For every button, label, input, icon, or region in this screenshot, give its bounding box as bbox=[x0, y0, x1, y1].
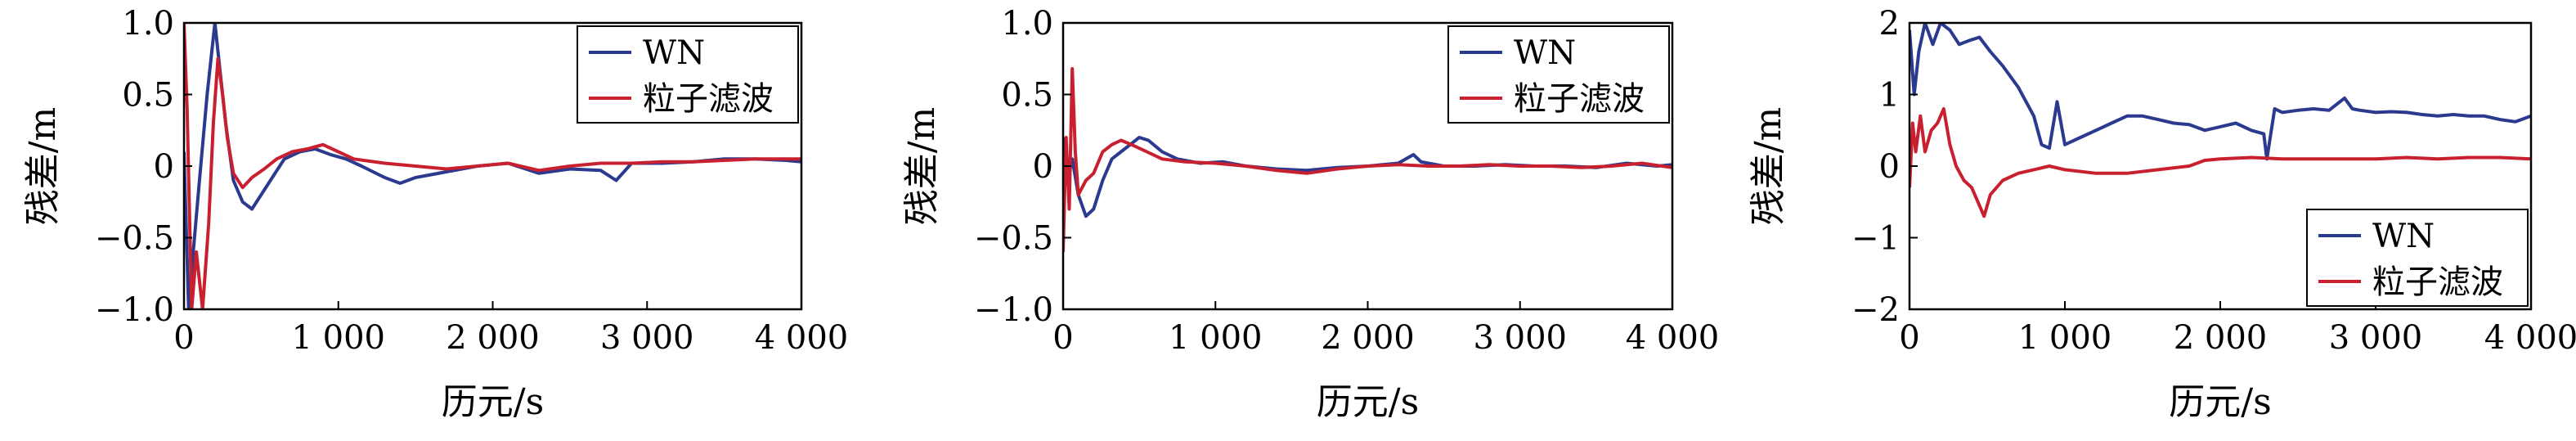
legend: WN 粒子滤波 bbox=[2306, 209, 2529, 307]
x-tick-label: 0 bbox=[173, 319, 194, 357]
legend-label: 粒子滤波 bbox=[2372, 263, 2503, 301]
legend-label: WN bbox=[643, 34, 705, 72]
y-tick-label: 2 bbox=[1879, 5, 1900, 43]
y-tick-label: 1.0 bbox=[1001, 5, 1053, 43]
y-tick-label: 0 bbox=[1879, 148, 1900, 186]
y-tick-label: −2 bbox=[1851, 291, 1900, 329]
x-axis-title: 历元/s bbox=[2169, 381, 2271, 423]
x-tick-label: 2 000 bbox=[446, 319, 540, 357]
y-tick-label: −0.5 bbox=[95, 220, 174, 258]
legend-label: WN bbox=[2372, 218, 2435, 255]
y-axis-title: 残差/m bbox=[901, 107, 943, 226]
series-line-particle-filter bbox=[184, 23, 801, 309]
series-line-wn bbox=[1910, 23, 2531, 161]
chart-3: 0 1 000 2 000 3 000 4 000 −2 −1 0 1 2 历元/s 残差/m WN 粒子… bbox=[1748, 5, 2576, 423]
legend-label: WN bbox=[1514, 34, 1576, 72]
chart-2: 0 1 000 2 000 3 000 4 000 −1.0 −0.5 0 0.5 1.0 历元/s… bbox=[901, 5, 1719, 423]
x-tick-label: 3 000 bbox=[1473, 319, 1567, 357]
y-axis-title: 残差/m bbox=[22, 107, 64, 226]
x-tick-label: 3 000 bbox=[600, 319, 694, 357]
x-tick-label: 4 000 bbox=[755, 319, 849, 357]
legend-box bbox=[1447, 25, 1670, 124]
y-tick-label: 1.0 bbox=[122, 5, 174, 43]
legend-label: 粒子滤波 bbox=[643, 80, 774, 118]
y-tick-label: 0 bbox=[1033, 148, 1053, 186]
x-axis-title: 历元/s bbox=[1317, 381, 1419, 423]
y-tick-label: 0 bbox=[154, 148, 174, 186]
legend-box bbox=[2306, 209, 2529, 307]
x-tick-label: 1 000 bbox=[1169, 319, 1263, 357]
legend: WN 粒子滤波 bbox=[577, 25, 799, 124]
y-tick-label: −1 bbox=[1851, 220, 1900, 258]
x-tick-label: 0 bbox=[1899, 319, 1919, 357]
chart-1: 0 1 000 2 000 3 000 4 000 −1.0 −0.5 0 0.5 1.0 历元/s… bbox=[22, 5, 848, 423]
legend: WN 粒子滤波 bbox=[1447, 25, 1670, 124]
y-tick-label: 0.5 bbox=[1001, 77, 1053, 115]
x-tick-label: 1 000 bbox=[2018, 319, 2112, 357]
x-tick-label: 0 bbox=[1052, 319, 1073, 357]
series-line-wn bbox=[1063, 136, 1672, 218]
x-tick-label: 3 000 bbox=[2329, 319, 2423, 357]
y-axis-title: 残差/m bbox=[1748, 107, 1789, 226]
x-tick-label: 1 000 bbox=[291, 319, 385, 357]
y-tick-label: −1.0 bbox=[95, 291, 174, 329]
x-axis-title: 历元/s bbox=[442, 381, 544, 423]
series-line-particle-filter bbox=[1063, 67, 1672, 253]
x-tick-label: 4 000 bbox=[2484, 319, 2576, 357]
y-tick-label: −0.5 bbox=[974, 220, 1053, 258]
y-tick-label: 0.5 bbox=[122, 77, 174, 115]
legend-box bbox=[577, 25, 799, 124]
x-tick-label: 2 000 bbox=[1321, 319, 1415, 357]
y-tick-label: −1.0 bbox=[974, 291, 1053, 329]
x-tick-label: 4 000 bbox=[1626, 319, 1720, 357]
legend-label: 粒子滤波 bbox=[1514, 80, 1645, 118]
x-tick-label: 2 000 bbox=[2174, 319, 2268, 357]
y-tick-label: 1 bbox=[1879, 77, 1900, 115]
series-line-particle-filter bbox=[1910, 107, 2531, 218]
